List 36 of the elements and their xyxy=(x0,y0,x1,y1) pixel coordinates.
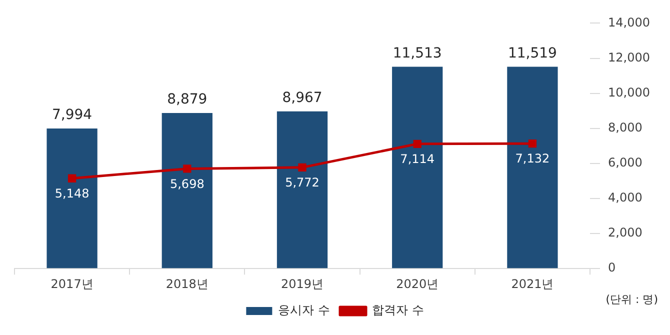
y-tick-label: 14,000 xyxy=(608,15,650,30)
x-tick-label: 2019년 xyxy=(280,276,324,291)
data-label: 11,519 xyxy=(508,45,557,62)
legend-label: 응시자 수 xyxy=(278,303,330,318)
data-label: 5,772 xyxy=(285,176,320,190)
bar xyxy=(162,112,212,268)
x-tick-label: 2017년 xyxy=(50,276,94,291)
point xyxy=(298,163,306,172)
bar xyxy=(507,66,558,268)
point xyxy=(413,140,422,148)
y-tick-label: 8,000 xyxy=(608,120,642,134)
x-tick-label: 2020년 xyxy=(396,276,439,291)
y-tick-label: 10,000 xyxy=(608,85,650,100)
x-tick-label: 2021년 xyxy=(511,276,554,291)
data-label: 11,513 xyxy=(392,45,442,62)
y-tick-label: 12,000 xyxy=(608,50,650,64)
legend-label: 합격자 수 xyxy=(372,303,424,318)
point xyxy=(183,164,192,173)
data-label: 7,114 xyxy=(400,152,435,166)
data-label: 5,148 xyxy=(54,186,90,200)
y-tick-label: 4,000 xyxy=(608,190,642,205)
point xyxy=(528,140,537,148)
bar xyxy=(392,66,443,268)
data-label: 5,698 xyxy=(170,176,204,191)
x-tick-label: 2018년 xyxy=(166,276,208,291)
bar xyxy=(46,128,98,268)
data-label: 7,994 xyxy=(52,107,92,124)
y-tick-label: 0 xyxy=(608,260,616,275)
y-tick-label: 6,000 xyxy=(608,156,642,170)
bar xyxy=(276,111,328,268)
y-tick-label: 2,000 xyxy=(608,226,642,240)
point xyxy=(68,174,76,182)
data-label: 7,132 xyxy=(515,152,550,166)
data-label: 8,967 xyxy=(282,90,322,106)
text: (단위 : 명) xyxy=(606,292,658,306)
data-label: 8,879 xyxy=(167,92,208,108)
